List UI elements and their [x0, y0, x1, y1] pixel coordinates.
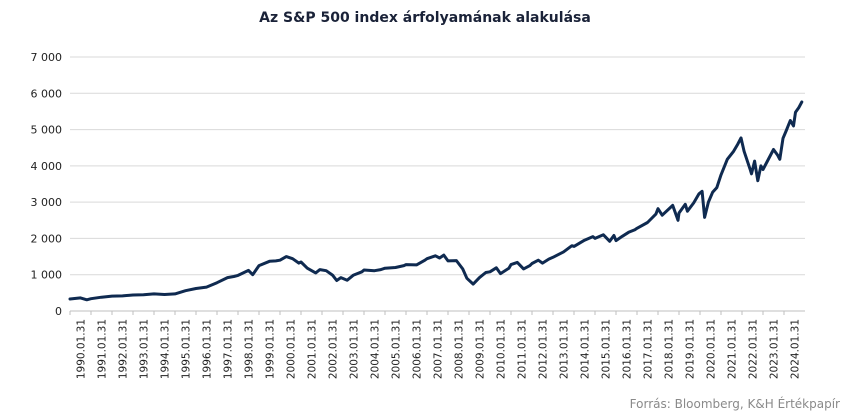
x-tick-label: 1992.01.31	[118, 319, 130, 379]
x-axis-ticks: 1990.01.31 1991.01.31 1992.01.31 1993.01.31…	[69, 311, 802, 379]
x-tick-label: 2012.01.31	[538, 319, 550, 379]
series-layer	[68, 100, 804, 302]
x-tick-label: 1995.01.31	[181, 319, 193, 379]
x-tick-label: 2006.01.31	[412, 319, 424, 379]
x-tick-label: 1993.01.31	[139, 319, 151, 379]
x-tick-label: 2001.01.31	[307, 319, 319, 379]
x-tick-label: 2023.01.31	[769, 319, 781, 379]
x-tick-label: 2014.01.31	[580, 319, 592, 379]
x-tick-label: 2016.01.31	[622, 319, 634, 379]
x-tick-label: 1990.01.31	[76, 319, 88, 379]
y-tick-label: 3 000	[31, 196, 63, 209]
x-tick-label: 1999.01.31	[265, 319, 277, 379]
x-tick-label: 2013.01.31	[559, 319, 571, 379]
x-tick-label: 2008.01.31	[454, 319, 466, 379]
x-tick-label: 2003.01.31	[349, 319, 361, 379]
x-tick-label: 1998.01.31	[244, 319, 256, 379]
chart-title: Az S&P 500 index árfolyamának alakulása	[259, 10, 591, 26]
y-tick-label: 6 000	[31, 87, 63, 100]
x-tick-label: 2010.01.31	[496, 319, 508, 379]
source-note: Forrás: Bloomberg, K&H Értékpapír	[629, 397, 840, 411]
x-tick-label: 2004.01.31	[370, 319, 382, 379]
y-tick-label: 4 000	[31, 160, 63, 173]
y-tick-label: 2 000	[31, 232, 63, 245]
y-axis-ticks: 0 1 000 2 000 3 000 4 000 5 000 6 000 7 000	[31, 51, 63, 318]
series-line-sp500	[68, 100, 804, 302]
y-tick-label: 0	[55, 305, 62, 318]
x-tick-label: 2021.01.31	[727, 319, 739, 379]
x-tick-label: 2015.01.31	[601, 319, 613, 379]
x-tick-label: 1994.01.31	[160, 319, 172, 379]
x-tick-label: 1997.01.31	[223, 319, 235, 379]
x-tick-label: 2019.01.31	[685, 319, 697, 379]
x-tick-label: 2009.01.31	[475, 319, 487, 379]
x-tick-label: 2011.01.31	[517, 319, 529, 379]
x-tick-label: 2024.01.31	[790, 319, 802, 379]
x-tick-label: 2002.01.31	[328, 319, 340, 379]
x-tick-label: 2005.01.31	[391, 319, 403, 379]
y-tick-label: 5 000	[31, 124, 63, 137]
x-tick-label: 2020.01.31	[706, 319, 718, 379]
y-tick-label: 7 000	[31, 51, 63, 64]
x-tick-label: 2000.01.31	[286, 319, 298, 379]
x-tick-label: 2007.01.31	[433, 319, 445, 379]
y-tick-label: 1 000	[31, 269, 63, 282]
x-tick-label: 2018.01.31	[664, 319, 676, 379]
gridlines	[70, 56, 805, 312]
x-tick-label: 2017.01.31	[643, 319, 655, 379]
x-tick-label: 1996.01.31	[202, 319, 214, 379]
x-tick-label: 2022.01.31	[748, 319, 760, 379]
x-tick-label: 1991.01.31	[97, 319, 109, 379]
